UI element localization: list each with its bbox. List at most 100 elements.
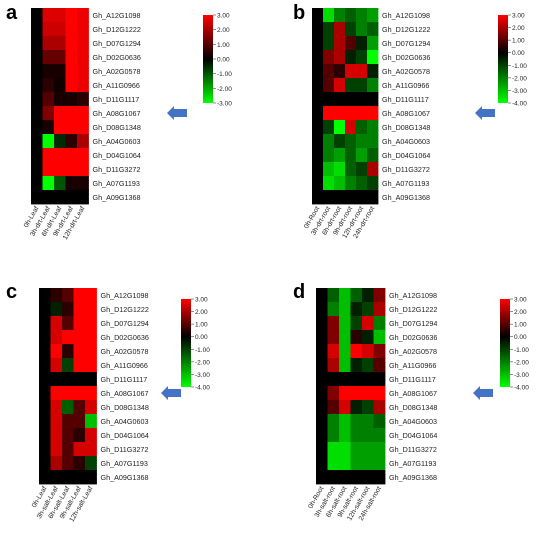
- heatmap-cell: [62, 344, 74, 359]
- row-label: Gh_D07G1294: [93, 39, 141, 48]
- heatmap-cell: [334, 106, 346, 121]
- heatmap-cell: [362, 428, 374, 443]
- heatmap-cell: [356, 190, 368, 205]
- panel-a: a Gh_A12G1098 Gh_D12G1222 Gh_D07G1294 Gh_D0…: [0, 0, 269, 275]
- heatmap-cell: [39, 386, 51, 401]
- heatmap-cell: [54, 134, 66, 149]
- heatmap-cell: [50, 372, 63, 387]
- heatmap-cell: [356, 36, 368, 51]
- heatmap-cell: [373, 288, 386, 303]
- heatmap-cell: [367, 64, 379, 79]
- heatmap-cell: [316, 442, 328, 457]
- heatmap-cell: [42, 134, 55, 149]
- row-label: Gh_D12G1222: [382, 25, 430, 34]
- heatmap-cell: [327, 442, 340, 457]
- heatmap-cell: [312, 148, 324, 163]
- heatmap-cell: [312, 120, 324, 135]
- row-label: Gh_D02G0636: [101, 333, 149, 342]
- heatmap-cell: [77, 120, 89, 135]
- heatmap-cell: [65, 92, 78, 107]
- row-label: Gh_D12G1222: [389, 305, 437, 314]
- heatmap-cell: [316, 414, 328, 429]
- heatmap-cell: [323, 78, 335, 93]
- heatmap-cell: [345, 120, 357, 135]
- heatmap-cell: [334, 78, 346, 93]
- heatmap-cell: [62, 400, 74, 415]
- panel-letter-c: c: [6, 281, 18, 303]
- heatmap-cell: [339, 358, 351, 373]
- heatmap-cell: [54, 120, 66, 135]
- heatmap-cell: [73, 358, 86, 373]
- scale-tick-label: -4.00: [512, 101, 527, 108]
- scale-tick-label: 3.00: [195, 297, 208, 304]
- heatmap-cell: [39, 442, 51, 457]
- row-label: Gh_A12G1098: [101, 291, 149, 300]
- heatmap-cell: [350, 386, 363, 401]
- heatmap-cell: [31, 120, 43, 135]
- heatmap-cell: [323, 176, 335, 191]
- heatmap-cell: [65, 22, 78, 37]
- heatmap-cell: [42, 36, 55, 51]
- heatmap-cell: [39, 372, 51, 387]
- row-label: Gh_D08G1348: [101, 403, 149, 412]
- heatmap-cell: [339, 400, 351, 415]
- row-label: Gh_A09G1368: [93, 193, 141, 202]
- heatmap-cell: [334, 176, 346, 191]
- row-label: Gh_D02G0636: [93, 53, 141, 62]
- row-label: Gh_D11G1117: [382, 95, 429, 104]
- heatmap-cell: [54, 176, 66, 191]
- heatmap-cell: [345, 36, 357, 51]
- heatmap-cell: [327, 400, 340, 415]
- heatmap-cell: [31, 148, 43, 163]
- heatmap-cell: [350, 414, 363, 429]
- heatmap-cell: [362, 372, 374, 387]
- heatmap-cell: [77, 162, 89, 177]
- heatmap-cell: [362, 400, 374, 415]
- heatmap-cell: [345, 92, 357, 107]
- scale-tick-label: 1.00: [514, 322, 527, 329]
- row-label: Gh_A12G1098: [389, 291, 437, 300]
- heatmap-cell: [312, 190, 324, 205]
- heatmap-cell: [42, 106, 55, 121]
- heatmap-cell: [85, 442, 97, 457]
- heatmap-cell: [312, 162, 324, 177]
- heatmap-cell: [373, 442, 386, 457]
- heatmap-cell: [77, 190, 89, 205]
- row-label: Gh_D11G3272: [101, 445, 149, 454]
- scale-tick-label: 3.00: [217, 13, 230, 20]
- heatmap-cell: [373, 456, 386, 471]
- scale-tick-label: 2.00: [195, 309, 208, 316]
- heatmap-cell: [350, 442, 363, 457]
- heatmap-cell: [31, 106, 43, 121]
- heatmap-cell: [339, 288, 351, 303]
- heatmap-cell: [62, 288, 74, 303]
- row-label: Gh_D11G3272: [389, 445, 437, 454]
- scale-tick-label: 0.00: [217, 57, 230, 64]
- heatmap-cell: [334, 50, 346, 65]
- scale-tick-label: 3.00: [514, 297, 527, 304]
- heatmap-cell: [323, 106, 335, 121]
- heatmap-cell: [334, 190, 346, 205]
- heatmap-cell: [65, 190, 78, 205]
- heatmap-cell: [316, 288, 328, 303]
- heatmap-cell: [39, 344, 51, 359]
- heatmap-cell: [39, 288, 51, 303]
- panel-letter-d: d: [293, 281, 306, 303]
- heatmap-cell: [77, 36, 89, 51]
- heatmap-cell: [367, 134, 379, 149]
- heatmap-cell: [367, 148, 379, 163]
- heatmap-cell: [350, 302, 363, 317]
- heatmap-cell: [316, 302, 328, 317]
- heatmap-cell: [312, 78, 324, 93]
- heatmap-cell: [31, 190, 43, 205]
- row-label: Gh_A09G1368: [101, 473, 149, 482]
- heatmap-cell: [312, 36, 324, 51]
- heatmap-cell: [54, 36, 66, 51]
- heatmap-cell: [65, 36, 78, 51]
- heatmap-cell: [316, 316, 328, 331]
- row-label: Gh_A07G1193: [382, 179, 429, 188]
- heatmap-cell: [373, 316, 386, 331]
- heatmap-cell: [339, 414, 351, 429]
- scale-tick-label: 0.00: [195, 334, 208, 341]
- heatmap-cell: [50, 386, 63, 401]
